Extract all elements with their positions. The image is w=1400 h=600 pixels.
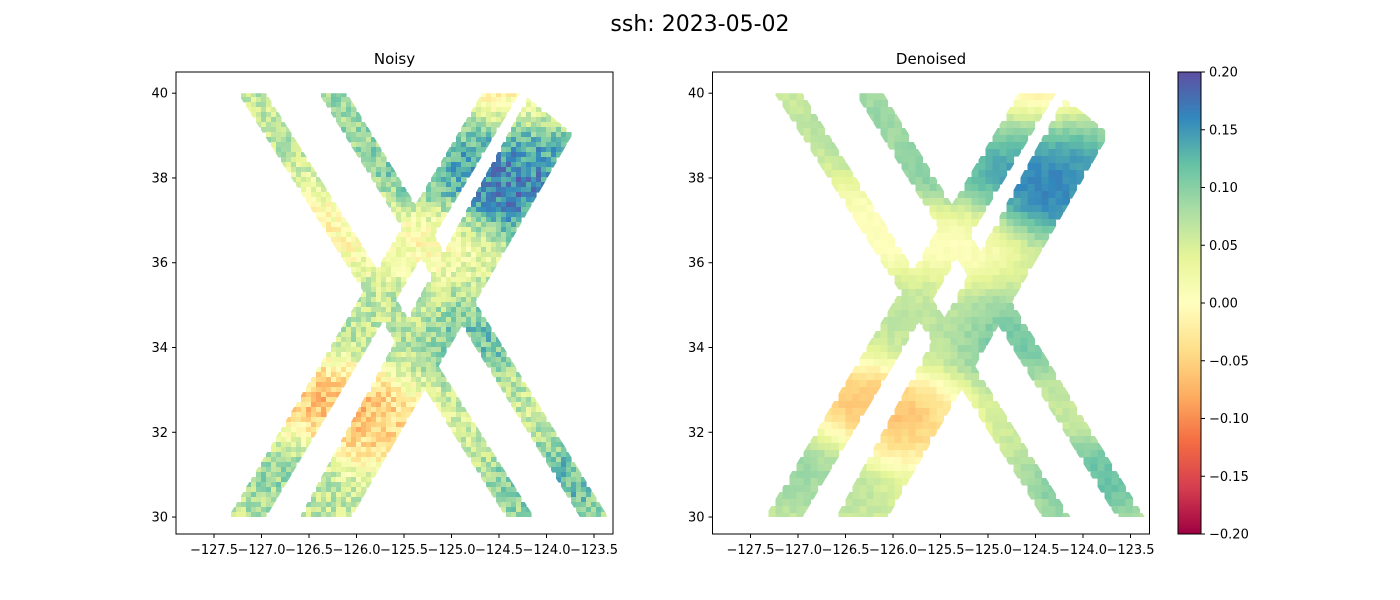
swath-field-denoised <box>768 93 1145 518</box>
y-tick-label: 34 <box>688 341 705 356</box>
panel-title-denoised: Denoised <box>896 50 966 68</box>
figure-title: ssh: 2023-05-02 <box>610 12 789 37</box>
ssh-cells <box>231 93 607 518</box>
x-tick-label: −123.5 <box>570 543 618 558</box>
colorbar: −0.20 −0.15 −0.10 −0.05 0.00 0.05 0.10 0.15 0.20 <box>1177 66 1249 543</box>
swath-field-noisy <box>231 93 607 518</box>
x-tick-label: −126.5 <box>285 543 333 558</box>
axes-frame <box>175 71 614 535</box>
ssh-cells <box>768 93 1145 518</box>
y-tick-label: 38 <box>688 171 705 186</box>
x-tick-label: −124.0 <box>1059 543 1107 558</box>
x-tick-label: −127.5 <box>190 543 238 558</box>
x-tick-label: −125.0 <box>427 543 475 558</box>
y-tick-label: 36 <box>151 256 168 271</box>
x-tick-label: −124.5 <box>475 543 523 558</box>
y-tick-label: 30 <box>151 511 168 526</box>
x-tick-label: −126.0 <box>869 543 917 558</box>
x-tick-label: −125.5 <box>916 543 964 558</box>
y-tick-label: 32 <box>151 426 168 441</box>
y-tick-label: 32 <box>688 426 705 441</box>
x-tick-label: −123.5 <box>1106 543 1154 558</box>
colorbar-tick-label: −0.05 <box>1209 354 1249 369</box>
colorbar-tick-label: −0.20 <box>1209 528 1249 543</box>
x-tick-label: −127.0 <box>237 543 285 558</box>
y-tick-label: 30 <box>688 511 705 526</box>
colorbar-tick-label: 0.05 <box>1209 239 1238 254</box>
x-tick-label: −124.0 <box>522 543 570 558</box>
colorbar-tick-label: 0.10 <box>1209 181 1238 196</box>
y-tick-label: 34 <box>151 341 168 356</box>
x-tick-label: −126.0 <box>332 543 380 558</box>
x-tick-label: −127.5 <box>726 543 774 558</box>
axes-noisy: −127.5 −127.0 −126.5 −126.0 −125.5 −125.0 −124… <box>151 71 618 558</box>
x-tick-label: −127.0 <box>774 543 822 558</box>
y-tick-label: 40 <box>688 87 705 102</box>
colorbar-tick-label: 0.00 <box>1209 297 1238 312</box>
y-tick-label: 38 <box>151 171 168 186</box>
panel-denoised: Denoised −127.5 −127.0 −126.5 −126.0 −125.5−… <box>688 50 1155 558</box>
panel-title-noisy: Noisy <box>374 50 415 68</box>
x-tick-label: −124.5 <box>1011 543 1059 558</box>
x-tick-label: −125.5 <box>380 543 428 558</box>
colorbar-tick-label: 0.20 <box>1209 66 1238 81</box>
y-tick-label: 36 <box>688 256 705 271</box>
axes-denoised: −127.5 −127.0 −126.5 −126.0 −125.5 −125.0 −124… <box>688 71 1155 558</box>
colorbar-tick-label: 0.15 <box>1209 123 1238 138</box>
x-tick-label: −126.5 <box>821 543 869 558</box>
x-tick-label: −125.0 <box>964 543 1012 558</box>
axes-frame <box>712 71 1150 535</box>
y-tick-label: 40 <box>151 87 168 102</box>
colorbar-gradient <box>1177 71 1202 535</box>
colorbar-tick-label: −0.15 <box>1209 470 1249 485</box>
colorbar-tick-label: −0.10 <box>1209 412 1249 427</box>
panel-noisy: Noisy −127.5 −127.0 −126.5 −126.0 −125.5 −125… <box>151 50 618 558</box>
